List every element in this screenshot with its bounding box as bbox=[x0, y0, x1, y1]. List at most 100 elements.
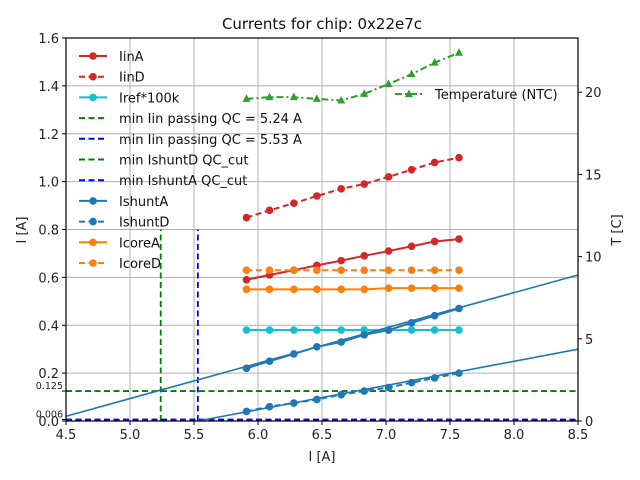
data-point bbox=[265, 266, 274, 274]
data-point bbox=[242, 407, 251, 416]
legend-marker bbox=[89, 217, 97, 226]
data-point bbox=[360, 285, 369, 294]
data-point bbox=[360, 180, 369, 188]
y-axis-right: 0 5 10 15 20 bbox=[578, 86, 602, 430]
data-point bbox=[242, 213, 251, 222]
data-point bbox=[360, 89, 369, 97]
x-axis-title: I [A] bbox=[308, 450, 335, 465]
data-point bbox=[313, 342, 321, 351]
data-point bbox=[337, 266, 346, 274]
y-tick-label: 0.6 bbox=[38, 271, 59, 286]
legend-label: IshuntA bbox=[119, 195, 168, 210]
data-point bbox=[290, 285, 298, 294]
series-line bbox=[246, 238, 460, 281]
data-point bbox=[455, 266, 463, 274]
y2-tick-label: 0 bbox=[585, 415, 593, 430]
series-ishunta bbox=[65, 274, 579, 417]
data-point bbox=[430, 237, 439, 246]
series-group bbox=[65, 48, 579, 422]
data-point bbox=[290, 326, 298, 334]
data-point bbox=[407, 242, 416, 251]
y-extra-tick-label: 0.125 bbox=[36, 381, 63, 392]
series-line bbox=[246, 51, 460, 102]
data-point bbox=[337, 338, 346, 346]
data-point bbox=[290, 399, 298, 407]
y-tick-label: 1.0 bbox=[38, 176, 59, 191]
y-extra-tick-label: 0.006 bbox=[36, 410, 63, 421]
y-tick-label: 0.2 bbox=[38, 367, 59, 382]
data-point bbox=[455, 369, 463, 377]
data-point bbox=[455, 153, 463, 162]
data-point bbox=[384, 247, 393, 255]
legend-temperature: Temperature (NTC) bbox=[395, 88, 558, 103]
data-point bbox=[313, 326, 321, 334]
series-icored bbox=[242, 266, 463, 274]
legend-label: IcoreD bbox=[119, 257, 161, 272]
data-point bbox=[407, 69, 416, 78]
legend-label: Iref*100k bbox=[119, 91, 180, 106]
legend-marker bbox=[89, 93, 97, 102]
series-line bbox=[246, 372, 460, 413]
data-point bbox=[430, 58, 439, 66]
legend-label: IcoreA bbox=[119, 236, 160, 251]
chart-title: Currents for chip: 0x22e7c bbox=[222, 15, 422, 33]
data-point bbox=[242, 266, 251, 274]
y-tick-label: 1.2 bbox=[38, 128, 59, 143]
y2-tick-label: 20 bbox=[585, 86, 602, 101]
data-point bbox=[265, 206, 274, 215]
data-point bbox=[455, 235, 463, 243]
series-iref-100k bbox=[242, 326, 463, 334]
data-point bbox=[265, 402, 274, 411]
x-tick-label: 6.0 bbox=[248, 428, 269, 443]
x-tick-label: 5.5 bbox=[184, 428, 205, 443]
data-point bbox=[337, 95, 346, 104]
data-point bbox=[360, 266, 369, 274]
y2-tick-label: 5 bbox=[585, 333, 593, 348]
data-point bbox=[407, 165, 416, 174]
y-axis-left: 0.0 0.2 0.4 0.6 0.8 1.0 1.2 1.4 1.6 0.006 0.125 bbox=[36, 32, 66, 430]
data-point bbox=[407, 378, 416, 387]
legend-label: min Iin passing QC = 5.53 A bbox=[119, 133, 302, 148]
legend-marker bbox=[89, 72, 97, 81]
data-point bbox=[242, 275, 251, 284]
legend-label: min IshuntD QC_cut bbox=[119, 154, 249, 169]
series-line bbox=[246, 307, 460, 370]
legend-label: IinA bbox=[119, 50, 144, 65]
data-point bbox=[265, 285, 274, 294]
series-ishuntd bbox=[197, 348, 579, 422]
legend-label: IshuntD bbox=[119, 216, 169, 231]
x-tick-label: 4.5 bbox=[56, 428, 77, 443]
data-point bbox=[360, 331, 369, 339]
series-iind bbox=[242, 153, 463, 222]
data-point bbox=[337, 185, 346, 193]
data-point bbox=[454, 48, 463, 56]
data-point bbox=[337, 326, 346, 334]
y-tick-label: 0.8 bbox=[38, 224, 59, 239]
data-point bbox=[242, 326, 251, 334]
data-point bbox=[430, 311, 439, 320]
data-point bbox=[384, 266, 393, 274]
data-point bbox=[313, 285, 321, 294]
data-point bbox=[455, 304, 463, 313]
data-point bbox=[312, 94, 321, 102]
x-tick-label: 6.5 bbox=[312, 428, 333, 443]
legend-label: min Iin passing QC = 5.24 A bbox=[119, 112, 302, 127]
data-point bbox=[313, 395, 321, 404]
data-point bbox=[407, 326, 416, 334]
series-line bbox=[246, 287, 459, 291]
y-tick-label: 1.6 bbox=[38, 32, 59, 47]
data-point bbox=[407, 284, 416, 292]
data-point bbox=[242, 94, 251, 102]
series-icorea bbox=[242, 284, 463, 294]
x-tick-label: 7.0 bbox=[376, 428, 397, 443]
data-point bbox=[407, 266, 416, 274]
data-point bbox=[384, 326, 393, 334]
legend-marker bbox=[405, 89, 413, 97]
data-point bbox=[360, 387, 369, 395]
y-tick-label: 0.4 bbox=[38, 319, 59, 334]
data-point bbox=[455, 284, 463, 292]
data-point bbox=[407, 319, 416, 327]
y2-axis-title: T [C] bbox=[610, 214, 625, 246]
y2-tick-label: 15 bbox=[585, 168, 602, 183]
